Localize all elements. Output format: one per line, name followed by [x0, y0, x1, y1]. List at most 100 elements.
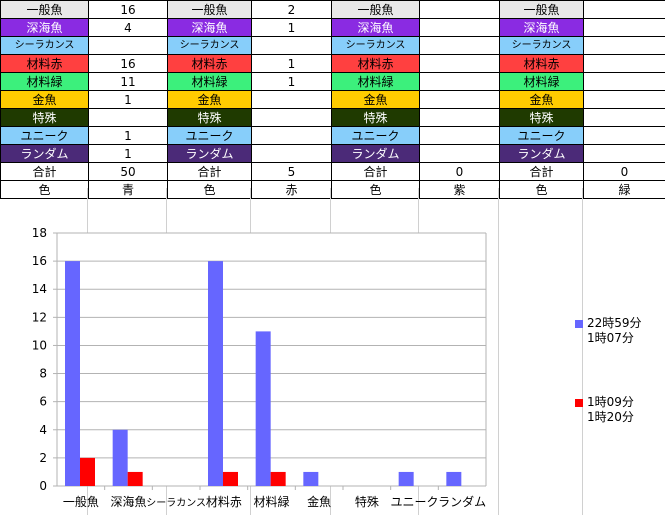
count-cell[interactable]	[583, 18, 665, 37]
category-label-cell[interactable]: ユニーク	[499, 126, 584, 145]
color-value-cell[interactable]: 緑	[583, 180, 665, 199]
legend-entry-series-1: 22時59分 1時07分	[575, 316, 642, 346]
category-label-cell[interactable]: 深海魚	[0, 18, 89, 37]
count-cell[interactable]	[419, 72, 500, 91]
category-label-cell[interactable]: シーラカンス	[0, 36, 89, 55]
count-cell[interactable]: 1	[251, 18, 332, 37]
count-cell[interactable]	[88, 36, 168, 55]
color-label-cell[interactable]: 色	[331, 180, 420, 199]
count-cell[interactable]	[419, 18, 500, 37]
category-label-cell[interactable]: 材料赤	[499, 54, 584, 73]
category-label-cell[interactable]: シーラカンス	[331, 36, 420, 55]
category-label-cell[interactable]: 材料赤	[0, 54, 89, 73]
category-label-cell[interactable]: 材料赤	[167, 54, 252, 73]
count-cell[interactable]	[419, 36, 500, 55]
count-cell[interactable]: 16	[88, 0, 168, 19]
category-label-cell[interactable]: 特殊	[0, 108, 89, 127]
total-value-cell[interactable]: 0	[419, 162, 500, 181]
total-label-cell[interactable]: 合計	[0, 162, 89, 181]
count-cell[interactable]: 1	[88, 126, 168, 145]
bar-series-1	[112, 429, 128, 486]
category-label-cell[interactable]: ユニーク	[331, 126, 420, 145]
spreadsheet-table: 一般魚 16 一般魚 2 一般魚 一般魚 深海魚 4 深海魚 1 深海魚 深海魚 シーラカンス シーラカン…	[0, 0, 665, 199]
category-label-cell[interactable]: 材料緑	[499, 72, 584, 91]
count-cell[interactable]	[419, 0, 500, 19]
count-cell[interactable]: 1	[251, 54, 332, 73]
category-label-cell[interactable]: 材料赤	[331, 54, 420, 73]
total-label-cell[interactable]: 合計	[167, 162, 252, 181]
legend-label: 1時20分	[587, 410, 634, 424]
count-cell[interactable]: 11	[88, 72, 168, 91]
count-cell[interactable]	[583, 54, 665, 73]
total-value-cell[interactable]: 50	[88, 162, 168, 181]
color-label-cell[interactable]: 色	[499, 180, 584, 199]
category-label-cell[interactable]: ランダム	[499, 144, 584, 163]
category-label-cell[interactable]: ランダム	[0, 144, 89, 163]
count-cell[interactable]	[251, 126, 332, 145]
count-cell[interactable]: 1	[88, 90, 168, 109]
bar-series-1	[398, 471, 414, 486]
category-label-cell[interactable]: 金魚	[499, 90, 584, 109]
count-cell[interactable]	[583, 36, 665, 55]
count-cell[interactable]: 4	[88, 18, 168, 37]
total-label-cell[interactable]: 合計	[331, 162, 420, 181]
category-label-cell[interactable]: ユニーク	[0, 126, 89, 145]
count-cell[interactable]: 1	[88, 144, 168, 163]
x-tick-label: 材料緑	[253, 494, 289, 509]
count-cell[interactable]	[251, 144, 332, 163]
count-cell[interactable]	[419, 54, 500, 73]
category-label-cell[interactable]: 一般魚	[499, 0, 584, 19]
color-value-cell[interactable]: 赤	[251, 180, 332, 199]
category-label-cell[interactable]: 材料緑	[0, 72, 89, 91]
count-cell[interactable]	[251, 108, 332, 127]
count-cell[interactable]	[88, 108, 168, 127]
legend-label: 1時09分	[587, 395, 634, 409]
count-cell[interactable]: 16	[88, 54, 168, 73]
color-label-cell[interactable]: 色	[167, 180, 252, 199]
category-label-cell[interactable]: 材料緑	[167, 72, 252, 91]
sheet-row: 金魚 1 金魚 金魚 金魚	[0, 90, 665, 109]
category-label-cell[interactable]: シーラカンス	[499, 36, 584, 55]
category-label-cell[interactable]: ランダム	[331, 144, 420, 163]
color-value-cell[interactable]: 紫	[419, 180, 500, 199]
category-label-cell[interactable]: 一般魚	[167, 0, 252, 19]
category-label-cell[interactable]: 金魚	[167, 90, 252, 109]
category-label-cell[interactable]: 特殊	[167, 108, 252, 127]
count-cell[interactable]: 2	[251, 0, 332, 19]
count-cell[interactable]	[583, 108, 665, 127]
category-label-cell[interactable]: 材料緑	[331, 72, 420, 91]
count-cell[interactable]	[251, 90, 332, 109]
sheet-row: 合計 50 合計 5 合計 0 合計 0	[0, 162, 665, 181]
category-label-cell[interactable]: 深海魚	[331, 18, 420, 37]
category-label-cell[interactable]: ユニーク	[167, 126, 252, 145]
category-label-cell[interactable]: 一般魚	[331, 0, 420, 19]
color-label-cell[interactable]: 色	[0, 180, 89, 199]
sheet-row: 材料赤 16 材料赤 1 材料赤 材料赤	[0, 54, 665, 73]
count-cell[interactable]	[251, 36, 332, 55]
bar-series-1	[65, 261, 80, 486]
category-label-cell[interactable]: ランダム	[167, 144, 252, 163]
count-cell[interactable]	[419, 90, 500, 109]
category-label-cell[interactable]: シーラカンス	[167, 36, 252, 55]
category-label-cell[interactable]: 金魚	[331, 90, 420, 109]
bar-series-1	[255, 331, 271, 486]
count-cell[interactable]	[583, 144, 665, 163]
total-value-cell[interactable]: 0	[583, 162, 665, 181]
count-cell[interactable]	[419, 126, 500, 145]
count-cell[interactable]	[583, 90, 665, 109]
total-value-cell[interactable]: 5	[251, 162, 332, 181]
category-label-cell[interactable]: 深海魚	[167, 18, 252, 37]
count-cell[interactable]	[583, 72, 665, 91]
count-cell[interactable]: 1	[251, 72, 332, 91]
category-label-cell[interactable]: 金魚	[0, 90, 89, 109]
category-label-cell[interactable]: 特殊	[499, 108, 584, 127]
category-label-cell[interactable]: 深海魚	[499, 18, 584, 37]
total-label-cell[interactable]: 合計	[499, 162, 584, 181]
category-label-cell[interactable]: 特殊	[331, 108, 420, 127]
y-tick-label: 0	[39, 479, 47, 493]
count-cell[interactable]	[419, 108, 500, 127]
category-label-cell[interactable]: 一般魚	[0, 0, 89, 19]
count-cell[interactable]	[419, 144, 500, 163]
count-cell[interactable]	[583, 126, 665, 145]
count-cell[interactable]	[583, 0, 665, 19]
